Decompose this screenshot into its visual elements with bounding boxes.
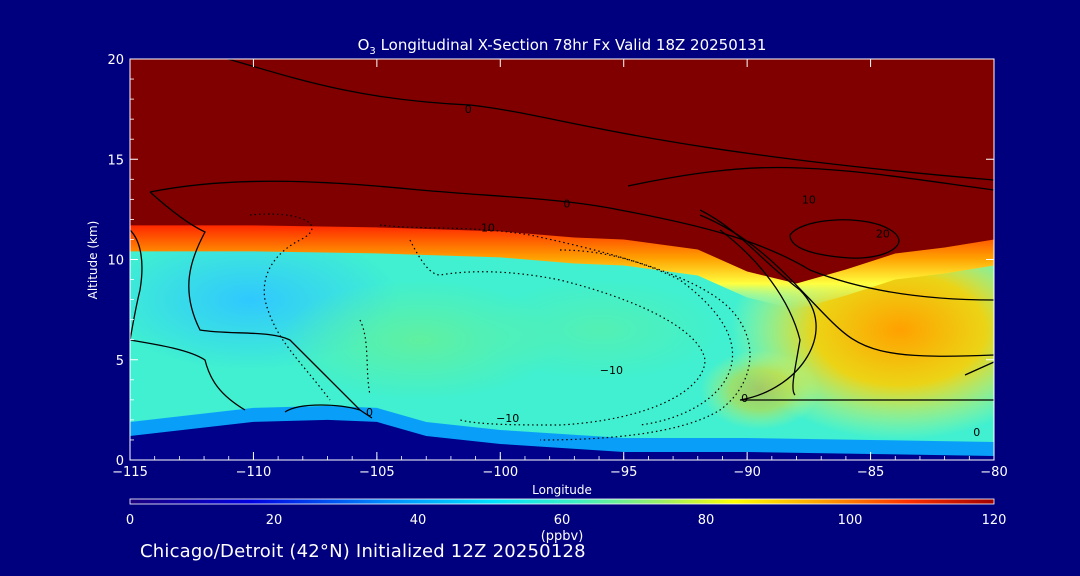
contour-10 [699, 214, 994, 357]
footer-caption: Chicago/Detroit (42°N) Initialized 12Z 2… [140, 541, 586, 562]
y-tick-label: 5 [116, 354, 124, 369]
y-tick-label: 20 [107, 53, 124, 68]
tropopause-gradient [130, 223, 994, 310]
contour-label: 20 [876, 227, 890, 240]
contour-0-mid [149, 180, 994, 301]
negative-contour-lines [249, 213, 751, 441]
title-species: O [358, 36, 370, 54]
green-region [280, 280, 560, 400]
contour-neg-inner [559, 249, 734, 426]
plot-area: 0 0 0 10 10 20 0 −10 −10 0 0 [130, 59, 1015, 460]
x-tick-label: −100 [482, 465, 518, 480]
contour-label: 0 [366, 406, 373, 419]
colorbar-unit-label: (ppbv) [541, 529, 584, 544]
contour-0-left [149, 191, 373, 419]
contour-label: 0 [465, 103, 472, 116]
contour-lines [130, 59, 994, 419]
x-tick-label: −80 [980, 465, 1007, 480]
terrain-fill [130, 419, 994, 460]
colorbar-tick-label: 100 [838, 513, 863, 528]
y-tick-label: 15 [107, 153, 124, 168]
contour-neg-small [359, 319, 371, 396]
x-axis-label: Longitude [532, 483, 592, 497]
contour-0-upper [227, 59, 994, 181]
y-tick-label: 0 [116, 454, 124, 469]
green-region-2 [480, 280, 720, 380]
chart-title: O3 Longitudinal X-Section 78hr Fx Valid … [358, 36, 767, 57]
contour-label: 10 [802, 193, 816, 206]
x-tick-label: −95 [610, 465, 637, 480]
colorbar-gradient [130, 499, 994, 504]
y-axis-label: Altitude (km) [86, 221, 100, 300]
colorbar-tick-label: 60 [554, 513, 571, 528]
colorbar-tick-label: 20 [266, 513, 283, 528]
colorbar: 0 20 40 60 80 100 120 (ppbv) [126, 498, 1007, 544]
colorbar-tick-label: 120 [982, 513, 1007, 528]
colorbar-tick-label: 40 [410, 513, 427, 528]
colorbar-tick-label: 80 [698, 513, 715, 528]
contour-0-edge [964, 361, 994, 376]
contour-label: 0 [563, 197, 570, 210]
contour-neg-outer [379, 224, 751, 441]
colorbar-frame [129, 498, 995, 505]
x-tick-label: −115 [112, 465, 148, 480]
stratosphere-fill [130, 59, 994, 284]
contour-label: 0 [973, 426, 980, 439]
contour-0-bump [284, 404, 361, 413]
contour-0-right [627, 166, 994, 191]
contour-label: 0 [741, 392, 748, 405]
y-tick-label: 10 [107, 254, 124, 269]
contour-label: −10 [496, 412, 519, 425]
title-subscript: 3 [369, 46, 375, 57]
contour-10-inner [719, 229, 801, 396]
contour-label: 0 [1008, 171, 1015, 184]
colorbar-tick-label: 0 [126, 513, 134, 528]
contour-label: 10 [481, 221, 495, 234]
contour-label: −10 [600, 364, 623, 377]
x-tick-label: −105 [359, 465, 395, 480]
x-tick-label: −110 [236, 465, 272, 480]
contour-labels: 0 0 0 10 10 20 0 −10 −10 0 0 [366, 103, 1015, 439]
contour-20 [789, 219, 900, 259]
x-axis: −115 −110 −105 −100 −95 −90 −85 −80 [112, 59, 1008, 480]
colorbar-ticks: 0 20 40 60 80 100 120 [126, 513, 1007, 528]
title-text: Longitudinal X-Section 78hr Fx Valid 18Z… [376, 36, 767, 54]
warm-region-2 [700, 350, 820, 430]
x-tick-label: −90 [733, 465, 760, 480]
svg-text:O3 Longitudinal X-Section 78hr: O3 Longitudinal X-Section 78hr Fx Valid … [358, 36, 767, 57]
x-tick-label: −85 [857, 465, 884, 480]
y-axis: 0 5 10 15 20 [107, 53, 994, 469]
